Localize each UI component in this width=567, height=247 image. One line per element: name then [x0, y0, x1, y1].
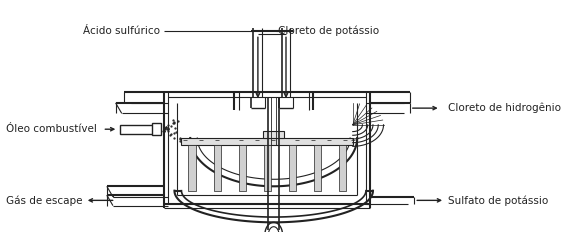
Text: Cloreto de potássio: Cloreto de potássio — [278, 25, 379, 36]
Text: Cloreto de hidrogênio: Cloreto de hidrogênio — [447, 103, 561, 113]
Bar — [120, 125, 155, 134]
Bar — [264, 145, 270, 191]
Text: Ácido sulfúrico: Ácido sulfúrico — [83, 25, 159, 36]
Bar — [181, 138, 353, 145]
Bar — [338, 145, 346, 191]
Bar — [214, 145, 221, 191]
Text: Sulfato de potássio: Sulfato de potássio — [447, 195, 548, 206]
Bar — [314, 145, 321, 191]
Text: Óleo combustível: Óleo combustível — [6, 124, 96, 134]
Bar — [153, 123, 161, 135]
Bar — [289, 145, 295, 191]
Bar — [263, 131, 284, 138]
Text: Gás de escape: Gás de escape — [6, 195, 82, 206]
Bar — [188, 145, 196, 191]
Bar — [239, 145, 246, 191]
